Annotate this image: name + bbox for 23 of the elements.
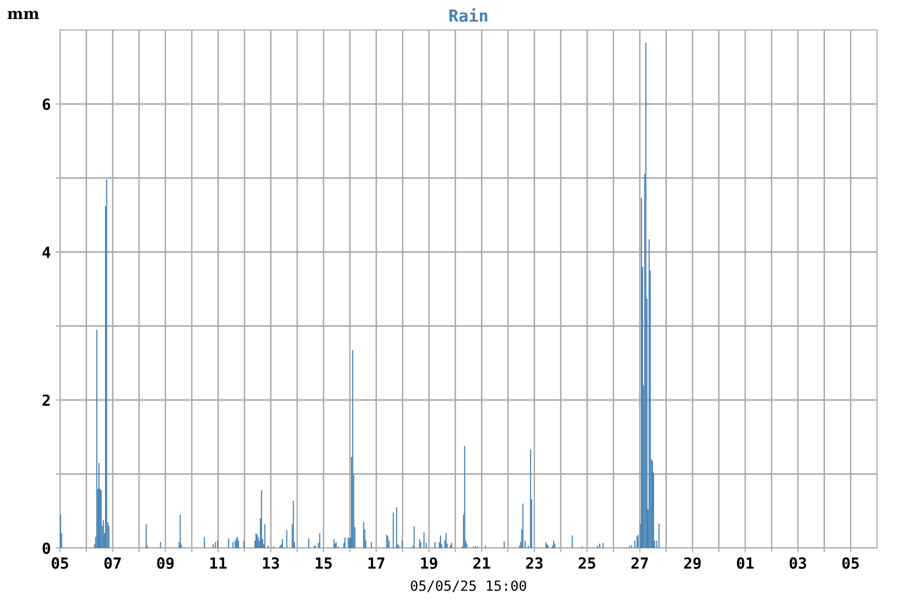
- y-tick-label: 0: [42, 542, 50, 554]
- x-tick-label: 15: [316, 558, 332, 569]
- x-tick-label: 17: [368, 558, 384, 569]
- y-tick-label: 4: [42, 246, 50, 258]
- x-tick-label: 19: [421, 557, 438, 569]
- chart-title: Rain: [450, 8, 488, 22]
- x-tick-label: 23: [526, 557, 543, 569]
- y-tick-label: 6: [42, 98, 50, 110]
- x-tick-label: 09: [157, 557, 174, 569]
- y-axis-title: mm: [8, 10, 40, 20]
- y-tick-label: 2: [42, 394, 50, 406]
- x-tick-label: 27: [631, 557, 648, 569]
- x-tick-label: 11: [210, 558, 227, 569]
- x-tick-label: 29: [684, 557, 701, 569]
- x-tick-label: 21: [473, 557, 490, 569]
- x-tick-label: 07: [104, 557, 121, 569]
- x-tick-label: 05: [842, 557, 859, 569]
- x-tick-label: 05: [52, 557, 68, 569]
- x-tick-label: 01: [736, 557, 754, 569]
- x-axis-title: 05/05/25 15:00: [410, 580, 526, 592]
- x-tick-label: 03: [790, 557, 806, 569]
- x-tick-label: 25: [578, 557, 596, 569]
- x-tick-label: 13: [263, 557, 280, 569]
